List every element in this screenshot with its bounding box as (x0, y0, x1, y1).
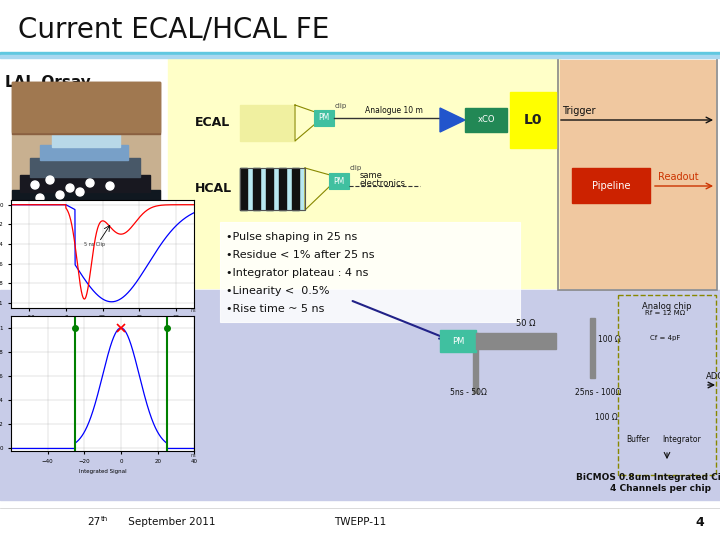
Bar (40, 145, 128, 160)
Text: Current ECAL/HCAL FE: Current ECAL/HCAL FE (18, 16, 329, 44)
Text: ns: ns (191, 308, 197, 313)
X-axis label: Normal and Clipped ( 5 +.5 ns  2.3 Ohms) Signal: Normal and Clipped ( 5 +.5 ns 2.3 Ohms) … (35, 326, 170, 331)
Bar (314, 110, 334, 126)
Text: Pipeline: Pipeline (592, 181, 630, 191)
Text: September 2011: September 2011 (125, 517, 215, 527)
Bar (240, 168, 305, 210)
Text: •Integrator plateau : 4 ns: •Integrator plateau : 4 ns (226, 268, 369, 278)
Text: L0: L0 (523, 113, 542, 127)
Text: clip: clip (350, 165, 362, 171)
Text: •Rise time ~ 5 ns: •Rise time ~ 5 ns (226, 304, 325, 314)
Text: ns: ns (191, 453, 197, 458)
Text: 4 Channels per chip: 4 Channels per chip (610, 484, 711, 493)
Text: 50 Ω: 50 Ω (516, 319, 536, 328)
Circle shape (76, 188, 84, 196)
Text: 4: 4 (696, 516, 704, 529)
Text: 5ns - 50Ω: 5ns - 50Ω (450, 388, 487, 397)
Bar (20, 175, 150, 192)
Text: PM: PM (318, 113, 330, 123)
Bar (440, 330, 476, 352)
Bar (510, 92, 556, 148)
Text: xCO: xCO (477, 116, 495, 125)
Text: Trigger: Trigger (562, 106, 595, 116)
Bar (12, 190, 160, 227)
Text: •Residue < 1% after 25 ns: •Residue < 1% after 25 ns (226, 250, 374, 260)
Polygon shape (295, 105, 315, 141)
Bar (12, 82, 160, 134)
Text: •Pulse shaping in 25 ns: •Pulse shaping in 25 ns (226, 232, 357, 242)
Bar (52, 132, 120, 147)
Bar (0, 290, 720, 500)
Text: Cf = 4pF: Cf = 4pF (650, 335, 680, 341)
Circle shape (46, 176, 54, 184)
Bar (473, 333, 478, 393)
Text: HCAL: HCAL (195, 181, 232, 194)
Circle shape (66, 184, 74, 192)
Bar (220, 222, 520, 322)
Bar (253, 168, 260, 210)
Text: clip: clip (335, 103, 347, 109)
X-axis label: Integrated Signal: Integrated Signal (78, 469, 127, 474)
Bar (12, 82, 160, 227)
Bar (240, 105, 295, 141)
Text: electronics: electronics (360, 179, 406, 188)
Text: ECAL: ECAL (195, 117, 230, 130)
Text: 27: 27 (86, 517, 100, 527)
Bar (279, 168, 286, 210)
Bar (0, 52, 720, 57)
Text: 5 ns Clip: 5 ns Clip (84, 242, 105, 247)
Text: TWEPP-11: TWEPP-11 (334, 517, 386, 527)
Text: Analog chip: Analog chip (642, 302, 692, 311)
Text: ADC: ADC (706, 372, 720, 381)
Bar (618, 295, 716, 475)
Bar (572, 168, 650, 203)
Text: 100 Ω: 100 Ω (598, 335, 621, 344)
Circle shape (31, 181, 39, 189)
Text: th: th (101, 516, 108, 522)
Bar (266, 168, 273, 210)
Bar (240, 168, 305, 210)
Circle shape (106, 182, 114, 190)
Bar (292, 168, 299, 210)
Polygon shape (440, 108, 465, 132)
Text: LAL-Orsay: LAL-Orsay (5, 75, 91, 90)
Text: •Linearity <  0.5%: •Linearity < 0.5% (226, 286, 330, 296)
Text: Analogue 10 m: Analogue 10 m (365, 106, 423, 115)
Bar (560, 60, 715, 288)
Text: 100 Ω: 100 Ω (595, 413, 618, 422)
Circle shape (86, 179, 94, 187)
Text: 25ns - 100Ω: 25ns - 100Ω (575, 388, 621, 397)
Bar (0, 55, 720, 58)
Text: same: same (360, 171, 383, 180)
Text: Rf = 12 MΩ: Rf = 12 MΩ (645, 310, 685, 316)
Bar (590, 318, 595, 378)
Text: Buffer: Buffer (626, 435, 649, 444)
Circle shape (56, 191, 64, 199)
Text: PM: PM (333, 177, 345, 186)
Bar (558, 58, 717, 290)
Text: Integrator: Integrator (662, 435, 701, 444)
Bar (476, 333, 556, 349)
Text: BiCMOS 0.8um Integrated Circuit: BiCMOS 0.8um Integrated Circuit (575, 473, 720, 482)
Bar (168, 58, 560, 288)
Bar (12, 82, 160, 132)
Bar (30, 158, 140, 177)
Polygon shape (305, 168, 330, 210)
Bar (240, 168, 247, 210)
Text: Readout: Readout (658, 172, 698, 182)
Bar (329, 173, 349, 189)
Circle shape (36, 194, 44, 202)
Bar (465, 108, 507, 132)
Text: PM: PM (452, 336, 464, 346)
